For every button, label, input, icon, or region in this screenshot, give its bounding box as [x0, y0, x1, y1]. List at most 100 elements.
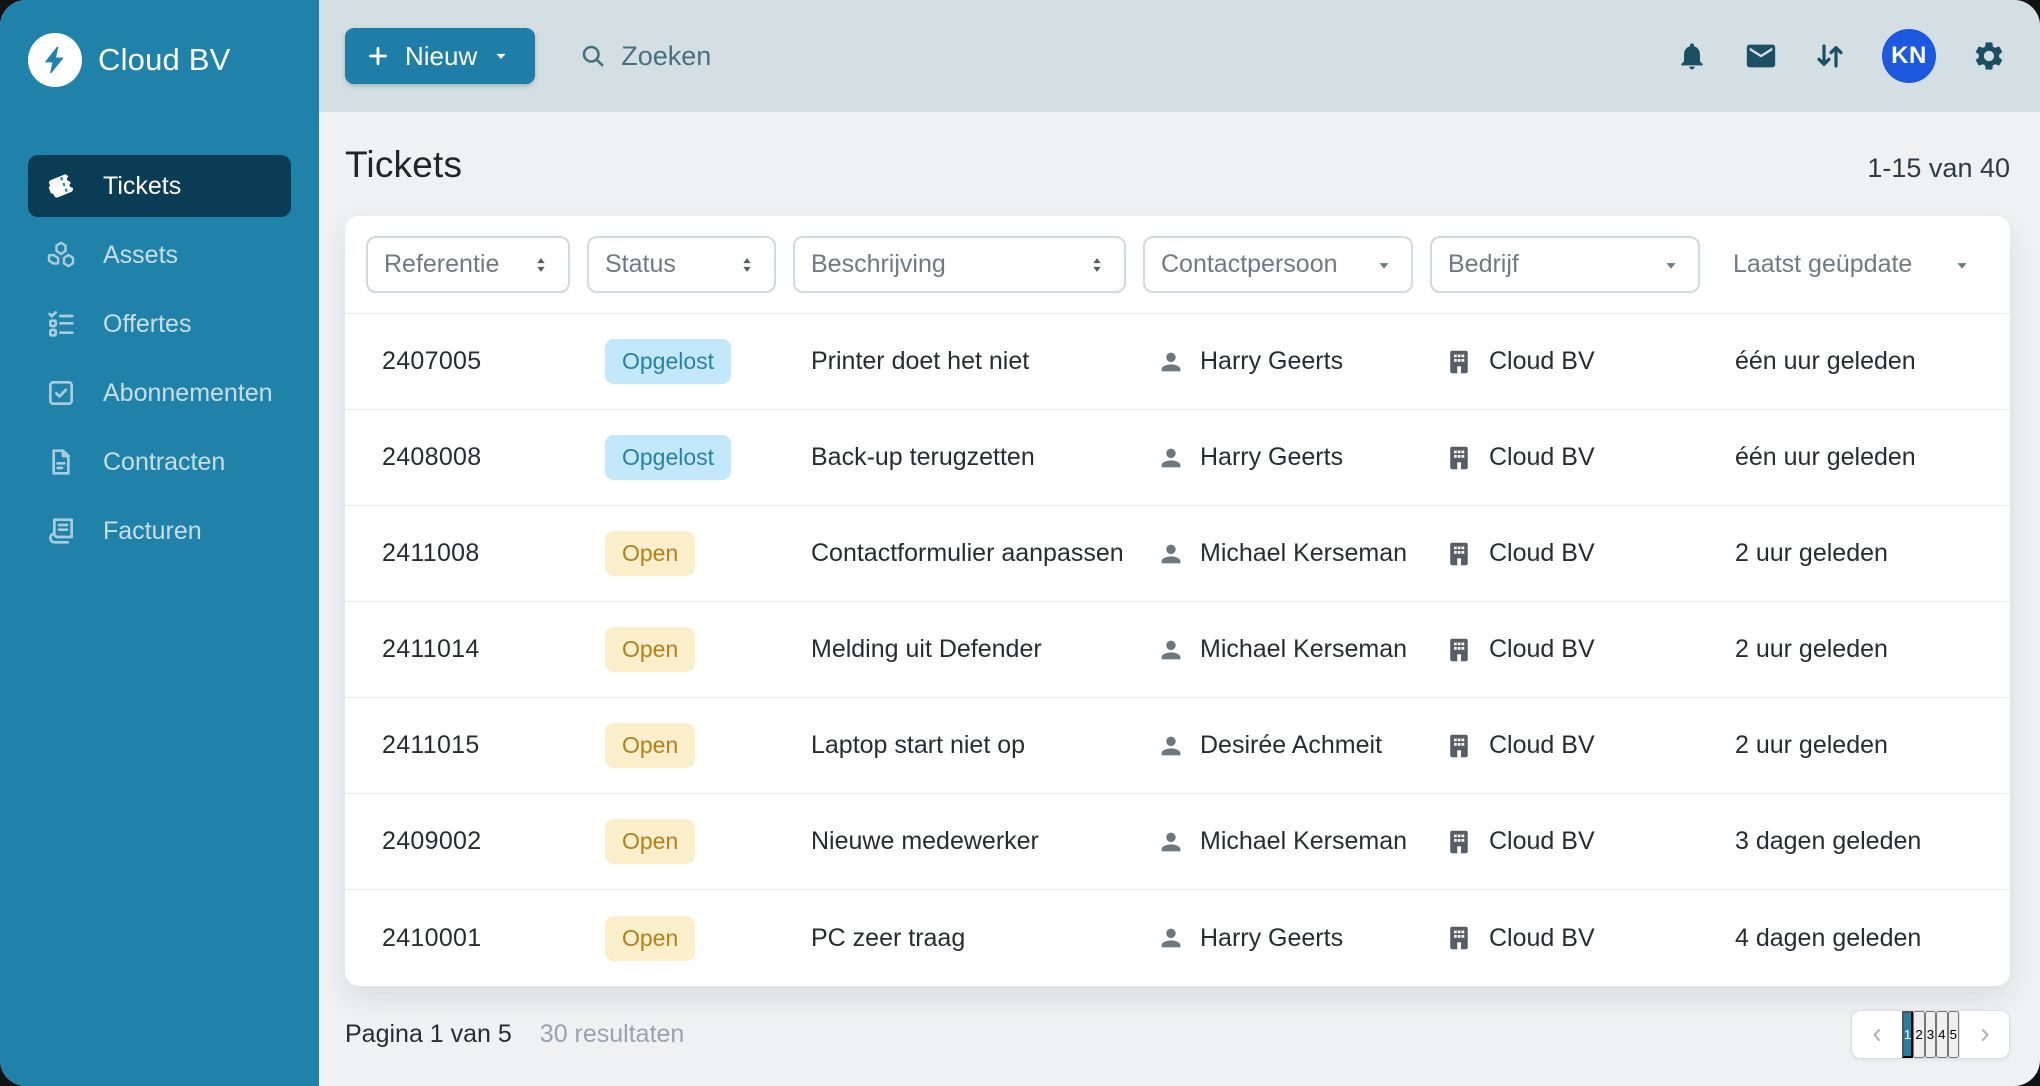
filter-laatst-geupdate[interactable]: Laatst geüpdate [1717, 236, 1989, 293]
table-row[interactable]: 2409002 Open Nieuwe medewerker Michael K… [345, 794, 2010, 890]
table-row[interactable]: 2407005 Opgelost Printer doet het niet H… [345, 314, 2010, 410]
ticket-contact-cell: Desirée Achmeit [1143, 731, 1413, 760]
ticket-contact-cell: Michael Kerseman [1143, 827, 1413, 856]
next-page-button[interactable] [1959, 1011, 2009, 1058]
mail-button[interactable] [1744, 39, 1778, 73]
page-indicator: Pagina 1 van 5 [345, 1020, 512, 1048]
sidebar-item-facturen[interactable]: Facturen [28, 500, 291, 562]
table-row[interactable]: 2408008 Opgelost Back-up terugzetten Har… [345, 410, 2010, 506]
table-row[interactable]: 2411008 Open Contactformulier aanpassen … [345, 506, 2010, 602]
page-number-button[interactable]: 1 [1901, 1011, 1914, 1058]
ticket-company-cell: Cloud BV [1430, 347, 1700, 377]
ticket-contact: Michael Kerseman [1200, 539, 1408, 567]
person-icon [1161, 928, 1181, 948]
ticket-description: Melding uit Defender [811, 635, 1042, 663]
building-icon [1450, 926, 1468, 950]
ticket-status-cell: Open [587, 627, 776, 672]
sidebar-item-tickets[interactable]: Tickets [28, 155, 291, 217]
ticket-status-cell: Open [587, 915, 776, 961]
ticket-company: Cloud BV [1489, 347, 1595, 375]
ticket-company: Cloud BV [1489, 539, 1595, 567]
table-row[interactable]: 2410001 Open PC zeer traag Harry Geerts … [345, 890, 2010, 986]
checklist-icon [44, 307, 78, 341]
table-row[interactable]: 2411015 Open Laptop start niet op Desiré… [345, 698, 2010, 794]
status-badge: Open [605, 915, 696, 961]
ticket-description: Nieuwe medewerker [811, 827, 1039, 855]
sidebar-item-label: Tickets [103, 171, 182, 200]
sidebar-item-contracten[interactable]: Contracten [28, 431, 291, 493]
filter-bedrijf[interactable]: Bedrijf [1430, 236, 1700, 293]
page-number-button[interactable]: 2 [1913, 1011, 1925, 1058]
person-icon [1161, 736, 1181, 755]
ticket-company-cell: Cloud BV [1430, 827, 1700, 857]
chevron-right-icon [1981, 1028, 1988, 1041]
table-row[interactable]: 2411014 Open Melding uit Defender Michae… [345, 602, 2010, 698]
mail-icon [1746, 44, 1776, 68]
brand-logo[interactable]: Cloud BV [28, 33, 291, 87]
page-number-button[interactable]: 3 [1924, 1011, 1937, 1058]
sidebar-item-offertes[interactable]: Offertes [28, 293, 291, 355]
page-number-button[interactable]: 4 [1936, 1011, 1948, 1058]
filter-beschrijving[interactable]: Beschrijving [793, 236, 1126, 293]
ticket-table: 2407005 Opgelost Printer doet het niet H… [345, 314, 2010, 986]
ticket-contact-cell: Harry Geerts [1143, 443, 1413, 472]
filter-status[interactable]: Status [587, 236, 776, 293]
ticket-company: Cloud BV [1489, 443, 1595, 471]
brand-name: Cloud BV [98, 42, 231, 77]
ticket-updated: 2 uur geleden [1735, 635, 1888, 663]
previous-page-button[interactable] [1851, 1011, 1902, 1058]
checkbox-icon [44, 376, 78, 410]
pagination-bar: Pagina 1 van 5 30 resultaten 1 2 3 4 [319, 986, 2040, 1059]
ticket-description: PC zeer traag [811, 923, 966, 952]
sidebar-item-label: Facturen [103, 516, 202, 545]
gear-icon [1975, 42, 2003, 70]
ticket-reference: 2411015 [382, 731, 480, 759]
search-input[interactable] [621, 40, 1042, 72]
avatar[interactable]: KN [1882, 29, 1936, 83]
page-number-button[interactable]: 5 [1947, 1011, 1959, 1058]
sidebar-item-abonnementen[interactable]: Abonnementen [28, 362, 291, 424]
ticket-status-cell: Open [587, 819, 776, 864]
sidebar-item-label: Contracten [103, 447, 226, 476]
status-badge: Open [605, 723, 696, 768]
person-icon [1161, 640, 1181, 659]
status-badge: Open [605, 531, 696, 576]
ticket-description: Laptop start niet op [811, 731, 1026, 759]
topbar-actions: KN [1676, 29, 2006, 83]
filter-label: Laatst geüpdate [1733, 250, 1913, 278]
new-button[interactable]: Nieuw [345, 28, 536, 84]
status-badge: Open [605, 627, 696, 672]
ticket-contact-cell: Michael Kerseman [1143, 635, 1413, 664]
ticket-contact: Harry Geerts [1200, 923, 1344, 952]
plus-icon [369, 47, 387, 65]
ticket-status-cell: Open [587, 723, 776, 768]
tickets-card: Referentie Status Beschrijving Contactpe… [345, 216, 2010, 986]
filter-label: Bedrijf [1448, 250, 1519, 278]
settings-button[interactable] [1972, 39, 2006, 73]
transfer-icon [1817, 44, 1843, 68]
transfer-button[interactable] [1814, 40, 1846, 72]
ticket-company-cell: Cloud BV [1430, 731, 1700, 761]
ticket-updated: 4 dagen geleden [1735, 923, 1922, 952]
status-badge: Open [605, 819, 696, 864]
chevron-left-icon [1873, 1028, 1880, 1041]
invoice-icon [44, 514, 78, 548]
topbar: Nieuw KN [319, 0, 2040, 112]
ticket-company-cell: Cloud BV [1430, 443, 1700, 473]
ticket-reference: 2411008 [382, 539, 480, 567]
ticket-reference: 2411014 [382, 635, 480, 663]
page-title: Tickets [345, 144, 463, 185]
cubes-icon [44, 238, 78, 272]
person-icon [1161, 832, 1181, 851]
person-icon [1161, 448, 1181, 467]
ticket-contact: Harry Geerts [1200, 347, 1344, 375]
ticket-description: Contactformulier aanpassen [811, 539, 1124, 567]
sidebar: Cloud BV Tickets Assets Offertes [0, 0, 319, 1086]
sidebar-item-assets[interactable]: Assets [28, 224, 291, 286]
filter-label: Contactpersoon [1161, 250, 1338, 278]
filter-referentie[interactable]: Referentie [366, 236, 570, 293]
ticket-contact-cell: Harry Geerts [1143, 924, 1413, 953]
notifications-button[interactable] [1676, 40, 1708, 72]
bell-icon [1681, 43, 1703, 70]
filter-contactpersoon[interactable]: Contactpersoon [1143, 236, 1413, 293]
